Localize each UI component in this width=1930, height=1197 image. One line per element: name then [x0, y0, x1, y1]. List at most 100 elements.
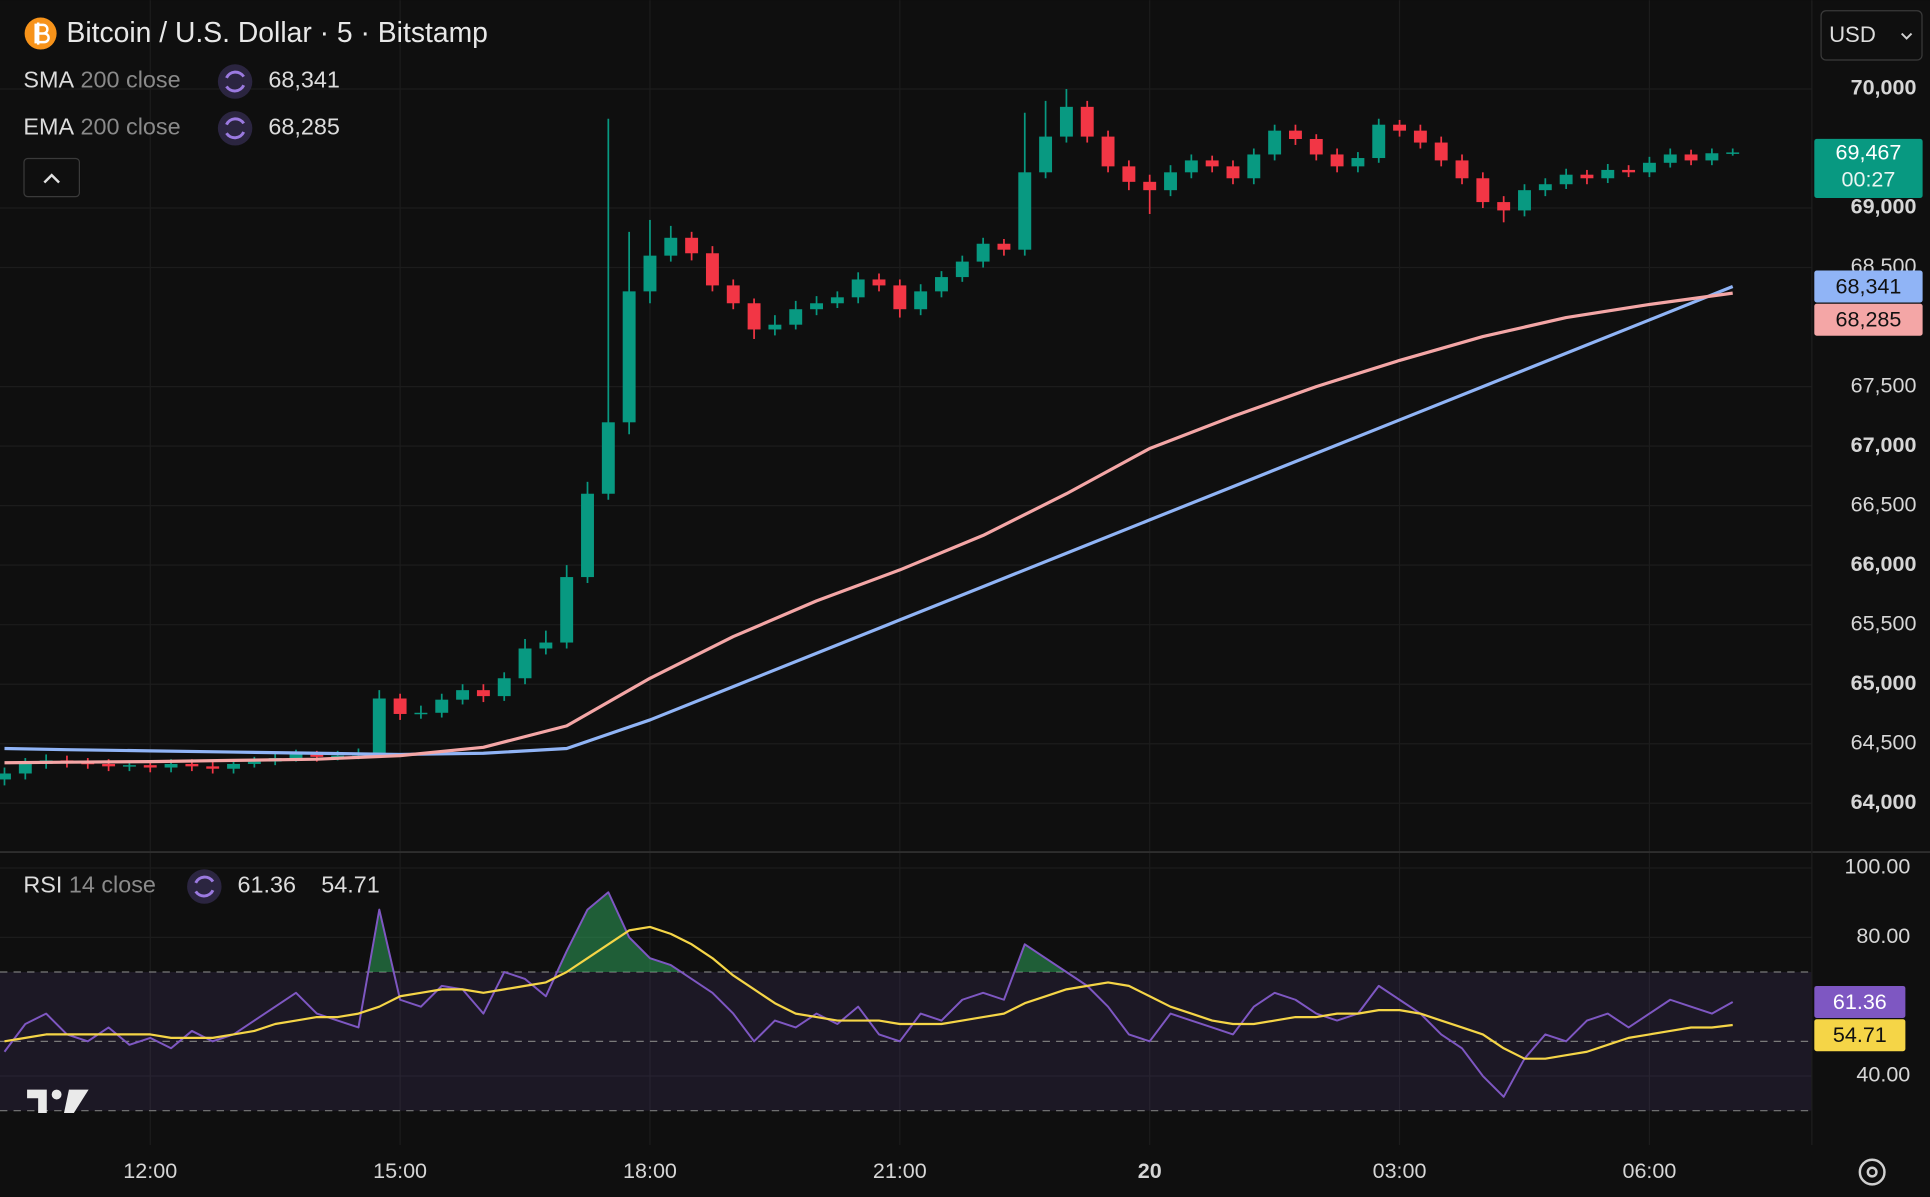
- legend-name: SMA: [23, 67, 74, 93]
- settings-button[interactable]: [1858, 1158, 1886, 1186]
- currency-chevron: [1900, 32, 1913, 40]
- candle-body: [1059, 106, 1073, 137]
- candle-body: [1684, 154, 1698, 161]
- logo-part: [51, 1089, 62, 1100]
- rsi-badge: [1814, 985, 1906, 1018]
- x-tick-label: 18:00: [623, 1159, 677, 1183]
- candle-body: [664, 237, 678, 256]
- sma-legend[interactable]: SMA 200 close 68,341: [23, 64, 340, 99]
- legend-icon-glyph: [194, 875, 215, 898]
- logo-part: [64, 1089, 89, 1114]
- rsi-legend[interactable]: RSI 14 close 61.36 54.71: [23, 869, 380, 904]
- candle-body: [1663, 154, 1677, 163]
- legend-icon: [217, 64, 253, 99]
- coin-glyph: [34, 22, 50, 45]
- candle-body: [997, 243, 1011, 250]
- candle-body: [1497, 202, 1511, 211]
- candle-body: [435, 699, 449, 713]
- overlay-badge-label: 68,285: [1836, 308, 1902, 332]
- candle-body: [1039, 136, 1053, 173]
- candle-body: [1580, 174, 1594, 179]
- overlay-line: [4, 284, 1734, 757]
- candle-body: [1538, 184, 1552, 191]
- candle-body: [1018, 172, 1032, 250]
- grid-layer: 64,000 64,500 65,000 65,500 66,000 66,500 67,0…: [0, 0, 1917, 1146]
- legend-icon-glyph: [225, 117, 246, 140]
- y-tick-label: 64,500: [1851, 730, 1917, 754]
- candle-body: [143, 765, 157, 768]
- x-tick-label: 15:00: [373, 1159, 427, 1183]
- overlay-badge: [1814, 270, 1923, 303]
- x-tick-label: 12:00: [123, 1159, 177, 1183]
- ema-legend[interactable]: EMA 200 close 68,285: [23, 111, 340, 146]
- candle-body: [18, 763, 32, 774]
- candle-body: [830, 297, 844, 304]
- x-tick-label: 20: [1138, 1159, 1162, 1183]
- marks-layer: [0, 88, 1740, 1098]
- badge-layer: 12:00 15:00 18:00 21:00 20 03:00 06:00 69,467 00…: [123, 138, 1923, 1183]
- rsi-badge-label: 61.36: [1833, 990, 1887, 1014]
- y-tick-label: 65,000: [1851, 671, 1917, 695]
- legend-value: 68,341: [268, 67, 340, 93]
- y-tick-label: 70,000: [1851, 76, 1917, 100]
- candle-body: [685, 237, 699, 254]
- price-badge: [1814, 138, 1923, 198]
- candle-body: [747, 303, 761, 330]
- candle-body: [1330, 154, 1344, 167]
- candle-body: [1164, 172, 1177, 191]
- countdown-label: 00:27: [1842, 167, 1896, 191]
- gear-ring: [1858, 1158, 1886, 1186]
- candle-body: [914, 291, 928, 310]
- candle-body: [1434, 142, 1448, 161]
- legend-params: 200 close: [81, 67, 181, 93]
- currency-button[interactable]: USD: [1820, 10, 1923, 61]
- legend-params: 14 close: [69, 872, 156, 898]
- y-tick-label: 40.00: [1856, 1063, 1910, 1087]
- candle-body: [164, 763, 178, 768]
- overlay-badge-label: 68,341: [1836, 274, 1902, 298]
- candle-body: [414, 712, 428, 715]
- candle-body: [1309, 138, 1323, 155]
- candle-body: [893, 285, 907, 310]
- x-tick-label: 03:00: [1373, 1159, 1427, 1183]
- symbol-header: Bitcoin / U.S. Dollar · 5 · Bitstamp: [24, 16, 488, 50]
- candle-body: [539, 642, 553, 649]
- candle-body: [1226, 166, 1240, 179]
- overlay-line: [4, 291, 1733, 765]
- candle-body: [810, 303, 824, 310]
- candle-body: [560, 577, 574, 643]
- candle-body: [1642, 162, 1656, 173]
- rsi-badge: [1814, 1019, 1906, 1052]
- legend-name: EMA: [23, 113, 74, 139]
- candle-body: [227, 763, 240, 769]
- candle-body: [1455, 160, 1469, 179]
- candle-body: [0, 773, 11, 780]
- candle-body: [1143, 181, 1157, 191]
- candle-body: [1080, 106, 1094, 137]
- candle-body: [1518, 190, 1531, 211]
- legend-icon-glyph: [225, 70, 246, 93]
- candle-body: [476, 690, 490, 697]
- price-badge-label: 69,467: [1836, 140, 1902, 164]
- symbol-title[interactable]: Bitcoin / U.S. Dollar · 5 · Bitstamp: [66, 16, 487, 48]
- gear-hub: [1866, 1166, 1878, 1178]
- candle-body: [1247, 154, 1261, 179]
- candle-body: [768, 324, 782, 330]
- logo-part: [27, 1089, 47, 1114]
- candle-body: [497, 678, 511, 697]
- candle-body: [643, 255, 657, 292]
- svg-text:EMA 200 close: EMA 200 close: [23, 113, 180, 139]
- y-tick-label: 66,500: [1851, 492, 1917, 516]
- svg-text:RSI 14 close: RSI 14 close: [23, 872, 156, 898]
- candle-body: [1351, 158, 1365, 167]
- candle-body: [1705, 153, 1719, 161]
- candle-body: [1413, 130, 1427, 143]
- overlay-badge: [1814, 303, 1923, 336]
- candle-body: [1601, 169, 1615, 179]
- rsi-badge-label: 54.71: [1833, 1023, 1887, 1047]
- candle-body: [1372, 124, 1386, 159]
- collapse-chevron: [43, 173, 60, 184]
- legend-value: 61.36: [238, 872, 297, 898]
- collapse-button[interactable]: [23, 157, 81, 198]
